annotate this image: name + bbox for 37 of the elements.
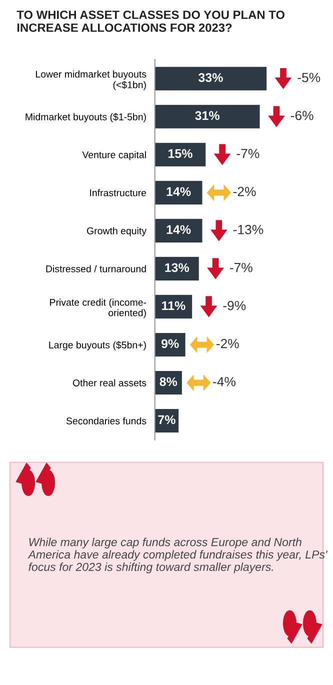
y-tick-label: Secondaries funds (66, 417, 146, 424)
data-label: 14% (166, 187, 191, 196)
bar (154, 256, 199, 280)
data-label: 14% (166, 225, 191, 234)
bar (154, 104, 260, 128)
data-label: 33% (198, 73, 223, 82)
annotation: -7% (230, 262, 252, 272)
y-tick-label: Lower midmarket buyouts (<$1bn) (36, 70, 146, 90)
y-tick-label: Midmarket buyouts ($1-5bn) (26, 113, 146, 122)
y-tick-label: Other real assets (72, 379, 146, 386)
annotation: -6% (290, 110, 314, 120)
bar (154, 66, 267, 90)
bar (154, 218, 202, 242)
data-label: 8% (160, 377, 178, 386)
chart-title: TO WHICH ASSET CLASSES DO YOU PLAN TO INCREASE ALLOCATIONS FOR 2023? (16, 10, 284, 32)
y-tick-label: Venture capital (82, 151, 146, 160)
y-tick-label: Growth equity (87, 227, 146, 236)
annotation: -9% (223, 300, 246, 310)
y-tick-label: Infrastructure (90, 189, 146, 196)
text: While many large cap funds across Europe and North America have already completed fundraises this year, LPs' focus for 2023 is shifting toward smaller players. (28, 538, 328, 574)
data-label: 15% (168, 149, 192, 158)
y-tick-label: Large buyouts ($5bn+) (49, 341, 146, 350)
annotation: -13% (233, 224, 264, 234)
y-tick-label: Private credit (income- oriented) (50, 298, 146, 318)
bar (154, 142, 206, 166)
annotation: -2% (216, 338, 239, 348)
annotation: -2% (233, 186, 256, 196)
data-label: 31% (195, 111, 220, 120)
y-tick-label: Distressed / turnaround (46, 265, 146, 272)
bar (154, 180, 202, 204)
data-label: 7% (158, 415, 176, 424)
data-label: 13% (165, 263, 190, 272)
annotation: -7% (236, 148, 260, 158)
annotation: -4% (213, 377, 236, 386)
data-label: 11% (162, 301, 186, 310)
annotation: -5% (298, 72, 320, 82)
data-label: 9% (161, 339, 179, 348)
